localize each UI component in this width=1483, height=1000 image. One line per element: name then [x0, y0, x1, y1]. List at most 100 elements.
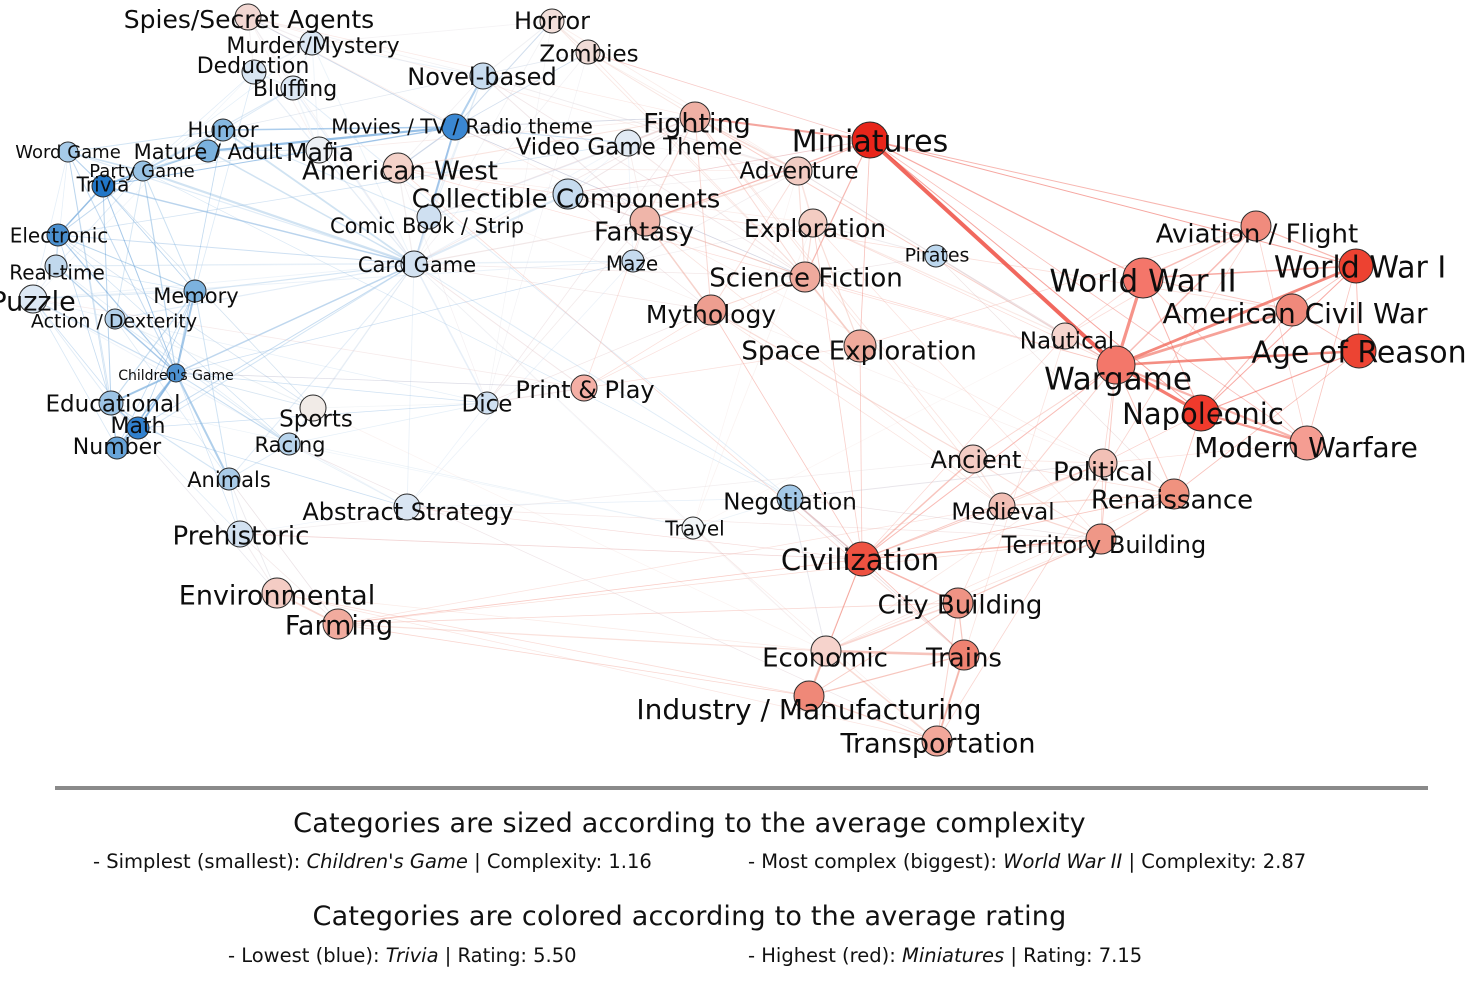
edge-miniatures-fighting	[694, 116, 871, 141]
edge-amwest-exploration	[397, 167, 814, 224]
size-simplest-prefix: - Simplest (smallest):	[93, 850, 307, 873]
node-trivia	[91, 174, 115, 198]
edge-fantasy-scifi	[644, 220, 806, 278]
edge-memory-educational	[110, 290, 196, 404]
edge-actiondex-childrens	[114, 318, 177, 374]
edge-wargame-ww1	[1115, 264, 1357, 367]
edge-card-scifi	[413, 263, 806, 278]
edge-trivia-childrens	[102, 185, 177, 374]
edge-card-party	[142, 169, 415, 266]
node-animals	[217, 467, 241, 491]
node-territory	[1085, 523, 1117, 555]
edge-miniatures-modernwar	[869, 139, 1308, 444]
edge-ww2-napoleonic	[1142, 277, 1202, 414]
edge-collectible-miniatures	[567, 139, 871, 195]
edge-puzzle-childrens	[32, 298, 177, 374]
edge-horror-dice	[486, 20, 553, 404]
edge-ancient-territory	[972, 458, 1102, 540]
edge-childrens-dice	[175, 372, 488, 404]
edge-ancient-civilization	[861, 458, 974, 560]
node-pirates	[924, 244, 948, 268]
edge-renaissance-economic	[825, 493, 1175, 652]
edge-political-spies	[247, 16, 1104, 464]
edge-card-fantasy	[413, 220, 646, 265]
edge-educational-animals	[110, 402, 230, 480]
edge-aor-napoleonic	[1200, 350, 1360, 414]
node-amwest	[382, 152, 414, 184]
edge-maze-exploration	[632, 222, 814, 262]
edge-maze-adventure	[632, 170, 799, 262]
edge-ww2-aviation	[1142, 225, 1257, 279]
edge-card-negotiation	[413, 263, 791, 499]
node-number	[105, 436, 129, 460]
edge-fighting-fantasy	[644, 116, 696, 222]
node-memory	[183, 279, 207, 303]
edge-childrens-printplay	[175, 372, 585, 389]
node-travel	[681, 516, 705, 540]
edge-electronic-memory	[57, 234, 196, 292]
edge-civilization-trains	[861, 558, 965, 656]
edge-citybuilding-industry	[808, 602, 959, 697]
color-highest-category: Miniatures	[902, 944, 1005, 967]
color-highest-value: | Rating: 7.15	[1004, 944, 1143, 967]
edge-miniatures-napoleonic	[869, 139, 1202, 414]
edge-party-word	[67, 151, 144, 172]
edge-novel-adventure	[482, 75, 799, 172]
edge-murder-mafia	[311, 42, 320, 151]
edge-printplay-fantasy	[583, 220, 646, 389]
edge-memory-math	[137, 290, 196, 429]
edge-deduction-memory	[194, 71, 255, 292]
edge-card-zombies	[413, 51, 589, 265]
edge-industry-environmental	[276, 592, 810, 697]
edge-amwest-wargame	[397, 167, 1117, 366]
edge-printplay-mythology	[583, 309, 712, 389]
edge-electronic-racing	[57, 234, 290, 445]
edge-miniatures-fantasy	[644, 139, 871, 222]
node-educational	[98, 390, 124, 416]
node-renaissance	[1158, 478, 1190, 510]
node-murder	[299, 30, 325, 56]
edge-mythology-ancient	[710, 309, 974, 460]
node-maze	[621, 249, 645, 273]
color-highest-prefix: - Highest (red):	[748, 944, 903, 967]
edge-card-printplay	[413, 263, 585, 389]
edge-negotiation-travel	[692, 497, 791, 529]
edge-political-medieval	[1001, 462, 1104, 507]
edge-exploration-civilization	[812, 222, 863, 560]
node-ww2	[1122, 257, 1164, 299]
node-wargame	[1096, 345, 1136, 385]
edge-wargame-civilization	[861, 364, 1117, 560]
edge-dice-fantasy	[486, 220, 646, 404]
edge-collectible-adventure	[567, 170, 799, 195]
edge-card-abstract	[406, 263, 415, 508]
edge-electronic-childrens	[57, 234, 177, 374]
edge-renaissance-civilization	[861, 493, 1175, 560]
edge-political-civilization	[861, 462, 1104, 560]
node-sports	[299, 394, 327, 422]
node-scifi	[789, 261, 821, 293]
node-ancient	[958, 444, 988, 474]
edge-childrens-number	[116, 372, 177, 449]
edge-exploration-space	[812, 222, 861, 347]
edge-puzzle-educational	[32, 298, 112, 404]
node-spies	[234, 3, 262, 31]
size-legend-most-complex: - Most complex (biggest): World War II |…	[748, 850, 1306, 873]
edge-videogame-electronic	[57, 142, 629, 236]
edge-trivia-memory	[102, 185, 196, 292]
node-math	[126, 416, 150, 440]
edge-racing-transportation	[288, 443, 938, 742]
edge-animals-farming	[228, 478, 339, 625]
edge-racing-dice	[288, 402, 488, 445]
edge-puzzle-number	[32, 298, 118, 449]
edge-bluffing-humor	[222, 87, 294, 131]
node-aor	[1341, 333, 1377, 369]
edge-wargame-ancient	[972, 364, 1117, 460]
node-humor	[211, 118, 235, 142]
node-transportation	[921, 725, 953, 757]
edge-trains-industry	[808, 654, 965, 697]
node-adventure	[783, 156, 813, 186]
node-comic	[416, 204, 442, 230]
edge-math-abstract	[137, 427, 408, 508]
node-civilization	[844, 541, 880, 577]
node-space	[843, 329, 877, 363]
